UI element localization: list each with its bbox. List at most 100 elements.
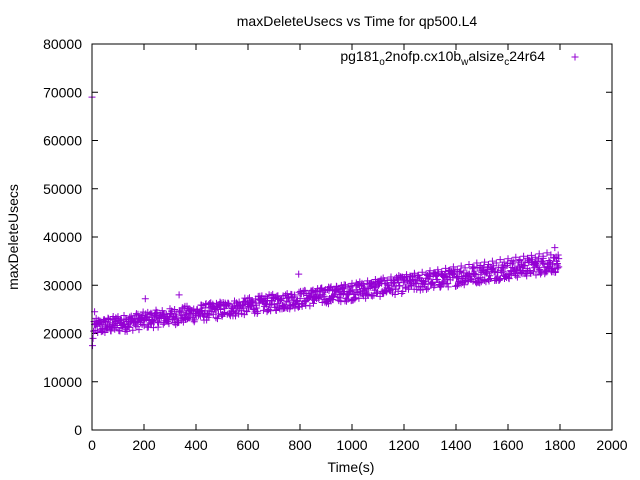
scatter-point [547, 251, 555, 259]
scatter-point [461, 264, 469, 272]
scatter-point [336, 294, 344, 302]
scatter-point [321, 287, 329, 295]
scatter-point [512, 253, 520, 261]
scatter-point [504, 270, 512, 278]
x-tick-label: 1000 [336, 437, 367, 453]
scatter-point [423, 285, 431, 293]
scatter-point [504, 255, 512, 263]
scatter-point [524, 254, 531, 262]
scatter-point [555, 255, 563, 263]
y-tick-label: 0 [74, 422, 82, 438]
scatter-point [449, 263, 457, 271]
scatter-point [457, 262, 465, 270]
scatter-point [264, 294, 271, 302]
scatter-point [301, 287, 309, 295]
scatter-point [371, 275, 379, 283]
scatter-point [379, 274, 387, 282]
scatter-point [260, 298, 268, 306]
y-tick-label: 60000 [43, 133, 82, 149]
scatter-point [193, 305, 201, 313]
scatter-point [225, 300, 232, 308]
scatter-point [336, 290, 344, 298]
scatter-point [412, 279, 420, 287]
scatter-point [330, 292, 338, 300]
y-tick-label: 80000 [43, 36, 82, 52]
scatter-point [292, 298, 300, 306]
scatter-point [454, 281, 462, 289]
scatter-point [175, 291, 183, 299]
legend-label: pg181o2nofp.cx10bwalsizec24r64 [340, 48, 545, 68]
scatter-point [148, 316, 156, 324]
scatter-point [232, 299, 240, 307]
scatter-point [97, 328, 105, 336]
scatter-point [543, 249, 551, 257]
scatter-point [226, 311, 234, 319]
scatter-point [317, 285, 325, 293]
scatter-point [106, 319, 114, 327]
scatter-point [291, 293, 299, 301]
plot-frame [91, 43, 613, 431]
x-tick-label: 600 [236, 437, 260, 453]
scatter-point [173, 319, 181, 327]
scatter-point [253, 310, 261, 318]
scatter-point [372, 289, 380, 297]
scatter-point [437, 282, 445, 290]
scatter-point [374, 288, 381, 296]
y-tick-label: 50000 [43, 181, 82, 197]
scatter-point [295, 303, 303, 311]
y-tick-label: 30000 [43, 277, 82, 293]
scatter-point [422, 270, 430, 278]
scatter-point [344, 295, 352, 303]
scatter-point [254, 308, 262, 316]
scatter-point [127, 314, 135, 322]
scatter-point [158, 307, 166, 315]
scatter-point [305, 289, 313, 297]
scatter-point [296, 295, 304, 303]
scatter-point [499, 264, 507, 272]
scatter-point [444, 280, 452, 288]
scatter-point [485, 261, 492, 269]
scatter-point [129, 326, 137, 334]
scatter-point [171, 312, 179, 320]
scatter-point [132, 311, 140, 319]
legend: pg181o2nofp.cx10bwalsizec24r64 [340, 48, 579, 68]
scatter-point [125, 323, 133, 331]
scatter-point [453, 274, 461, 282]
scatter-point [197, 301, 205, 309]
scatter-point [332, 282, 340, 290]
scatter-point [539, 259, 547, 267]
scatter-point [295, 270, 303, 278]
scatter-point [383, 276, 391, 284]
scatter-point [368, 279, 375, 287]
scatter-point [473, 259, 481, 267]
scatter-point [130, 318, 138, 326]
scatter-point [391, 291, 399, 299]
scatter-point [243, 308, 251, 316]
x-tick-label: 1800 [544, 437, 575, 453]
scatter-point [244, 301, 252, 309]
scatter-point [418, 268, 426, 276]
scatter-point [96, 320, 104, 328]
scatter-point [379, 290, 387, 298]
scatter-point [407, 273, 414, 281]
scatter-point [375, 277, 383, 285]
scatter-point [500, 258, 508, 266]
scatter-point [460, 281, 468, 289]
scatter-point [144, 314, 152, 322]
scatter-point [336, 284, 344, 292]
legend-marker [571, 53, 579, 61]
scatter-point [189, 310, 197, 318]
scatter-point [213, 305, 221, 313]
scatter-point [532, 271, 540, 279]
scatter-point [140, 316, 148, 324]
scatter-point [201, 304, 209, 312]
scatter-point [351, 294, 359, 302]
scatter-point [212, 314, 220, 322]
scatter-point [535, 250, 543, 258]
scatter-point [387, 273, 395, 281]
scatter-point [399, 274, 407, 282]
scatter-point [281, 301, 289, 309]
scatter-point [298, 302, 306, 310]
scatter-point [197, 308, 205, 316]
scatter-point [523, 272, 531, 280]
